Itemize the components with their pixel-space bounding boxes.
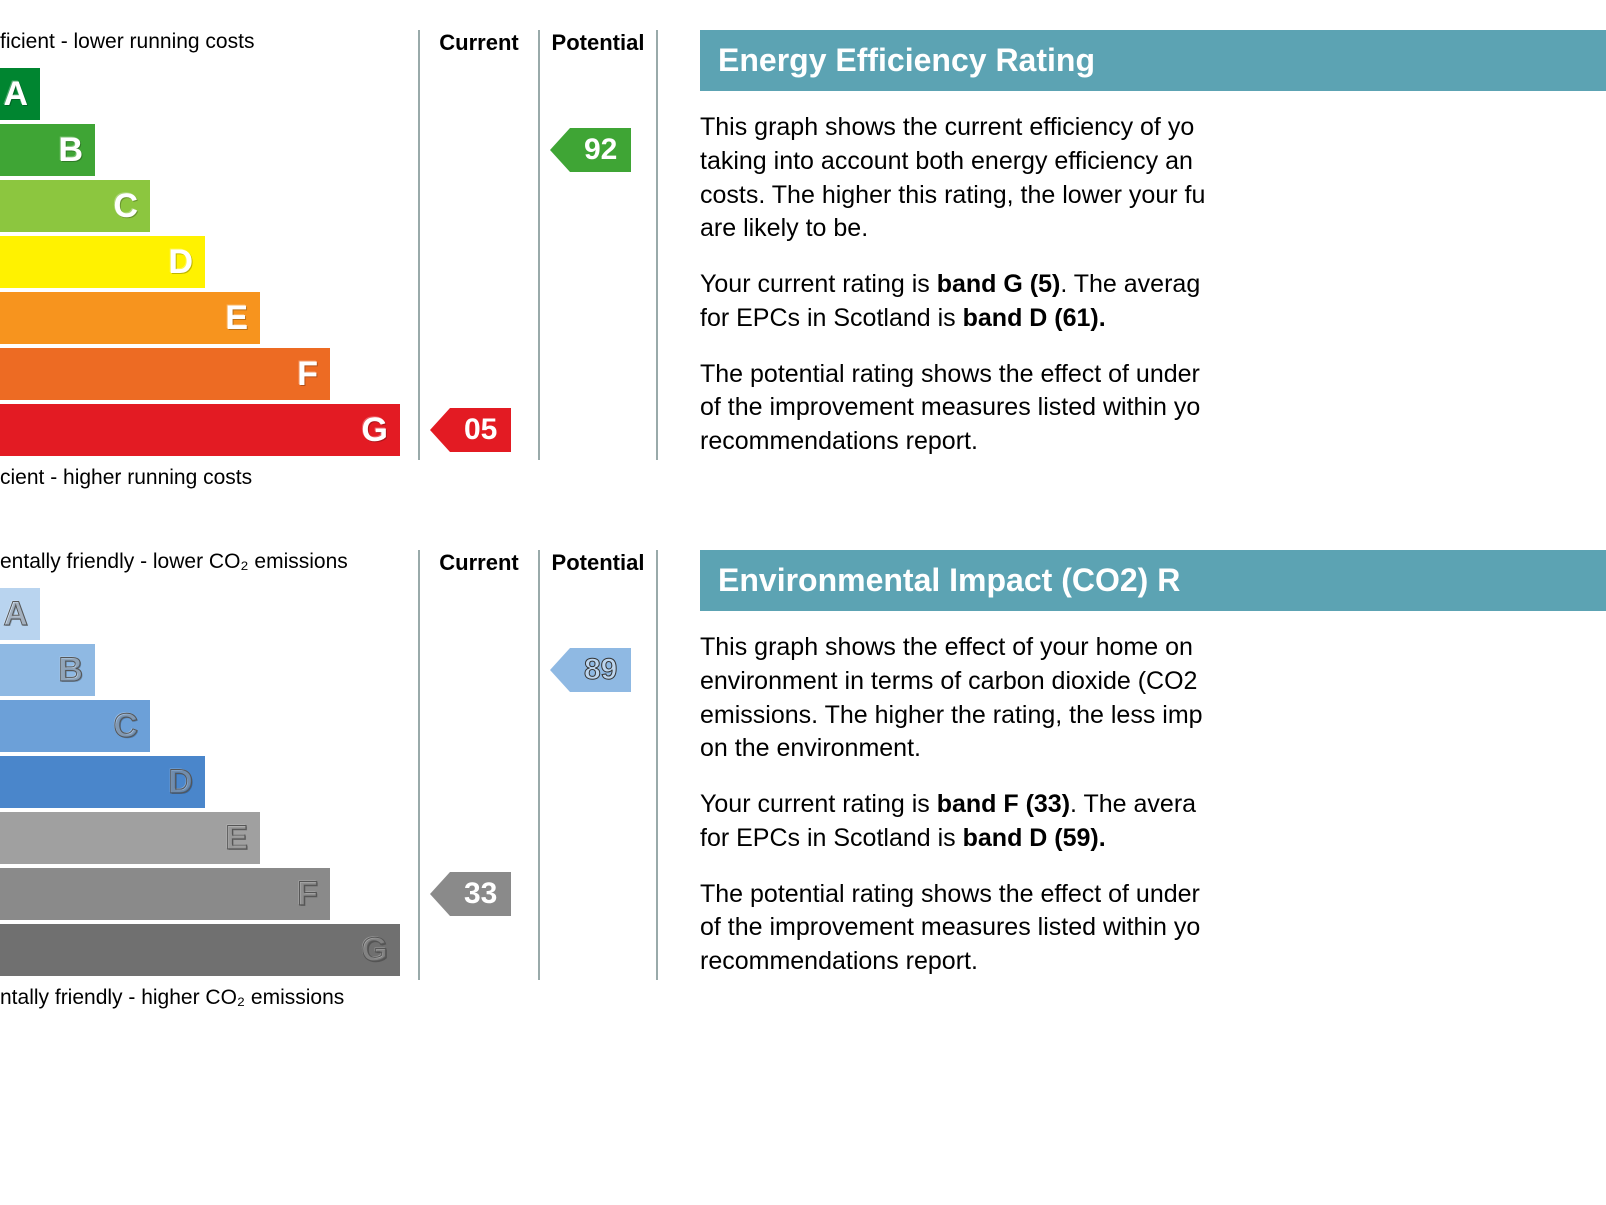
environmental-col-current-header: Current [418, 550, 538, 580]
environmental-chart-column: entally friendly - lower CO₂ emissions C… [0, 550, 660, 1010]
band-bar-g: G [0, 924, 400, 976]
energy-col-potential-header: Potential [538, 30, 658, 60]
band-letter: A [3, 595, 28, 634]
environmental-caption-bottom: ntally friendly - higher CO₂ emissions [0, 986, 344, 1010]
energy-para-1: This graph shows the current efficiency … [700, 111, 1606, 246]
band-letter: D [168, 763, 193, 802]
rating-pointer-energy-potential: 92 [550, 128, 631, 172]
band-bar-e: E [0, 812, 260, 864]
band-row-e: E [0, 812, 418, 864]
band-letter: F [297, 355, 318, 394]
band-bar-e: E [0, 292, 260, 344]
energy-chart: ficient - lower running costs Current Po… [0, 30, 660, 490]
band-letter: F [297, 875, 318, 914]
environmental-bars: ABCDE F G [0, 588, 418, 980]
band-bar-b: B [0, 644, 95, 696]
band-row-e: E [0, 292, 418, 344]
environmental-para-2: Your current rating is band F (33). The … [700, 788, 1606, 856]
environmental-caption-top: entally friendly - lower CO₂ emissions [0, 550, 348, 574]
band-letter: E [225, 819, 248, 858]
band-bar-d: D [0, 756, 205, 808]
environmental-para-1: This graph shows the effect of your home… [700, 631, 1606, 766]
pointer-value: 05 [450, 408, 511, 452]
band-row-a: A [0, 68, 418, 120]
band-row-f: F [0, 868, 418, 920]
pointer-arrow-icon [550, 128, 570, 172]
band-row-a: A [0, 588, 418, 640]
band-bar-f: F [0, 868, 330, 920]
energy-col-current-body [418, 60, 538, 460]
environmental-col-current-body [418, 580, 538, 980]
energy-caption-bottom: cient - higher running costs [0, 466, 252, 490]
energy-chart-column: ficient - lower running costs Current Po… [0, 30, 660, 490]
band-letter: C [113, 187, 138, 226]
band-row-g: G [0, 404, 418, 456]
energy-text-column: Energy Efficiency Rating This graph show… [660, 30, 1606, 490]
energy-col-current-header: Current [418, 30, 538, 60]
energy-columns-body [418, 60, 658, 460]
band-row-d: D [0, 236, 418, 288]
band-row-d: D [0, 756, 418, 808]
band-bar-b: B [0, 124, 95, 176]
pointer-arrow-icon [430, 408, 450, 452]
band-bar-c: C [0, 180, 150, 232]
band-letter: A [3, 75, 28, 114]
rating-pointer-env-potential: 89 [550, 648, 631, 692]
band-bar-c: C [0, 700, 150, 752]
band-letter: B [58, 131, 83, 170]
page: ficient - lower running costs Current Po… [0, 0, 1606, 1070]
band-row-g: G [0, 924, 418, 976]
band-letter: B [58, 651, 83, 690]
band-row-b: B [0, 644, 418, 696]
environmental-chart: entally friendly - lower CO₂ emissions C… [0, 550, 660, 1010]
pointer-arrow-icon [430, 872, 450, 916]
band-row-f: F [0, 348, 418, 400]
energy-caption-top: ficient - lower running costs [0, 30, 254, 54]
band-row-c: C [0, 700, 418, 752]
rating-pointer-energy-current: 05 [430, 408, 511, 452]
pointer-value: 33 [450, 872, 511, 916]
environmental-col-potential-body [538, 580, 658, 980]
band-bar-a: A [0, 588, 40, 640]
energy-section: ficient - lower running costs Current Po… [0, 30, 1606, 490]
energy-bars: ABCDE F G [0, 68, 418, 460]
environmental-para-3: The potential rating shows the effect of… [700, 878, 1606, 979]
energy-heading: Energy Efficiency Rating [700, 30, 1606, 91]
band-row-c: C [0, 180, 418, 232]
environmental-columns-body [418, 580, 658, 980]
energy-para-3: The potential rating shows the effect of… [700, 358, 1606, 459]
band-bar-a: A [0, 68, 40, 120]
environmental-col-potential-header: Potential [538, 550, 658, 580]
band-letter: E [225, 299, 248, 338]
environmental-columns-header: Current Potential [418, 550, 658, 580]
band-row-b: B [0, 124, 418, 176]
energy-columns-header: Current Potential [418, 30, 658, 60]
pointer-value: 92 [570, 128, 631, 172]
environmental-section: entally friendly - lower CO₂ emissions C… [0, 550, 1606, 1010]
pointer-arrow-icon [550, 648, 570, 692]
energy-col-potential-body [538, 60, 658, 460]
band-bar-d: D [0, 236, 205, 288]
rating-pointer-env-current: 33 [430, 872, 511, 916]
energy-para-2: Your current rating is band G (5). The a… [700, 268, 1606, 336]
band-bar-f: F [0, 348, 330, 400]
environmental-text-column: Environmental Impact (CO2) R This graph … [660, 550, 1606, 1010]
band-letter: G [362, 931, 388, 970]
band-letter: C [113, 707, 138, 746]
environmental-heading: Environmental Impact (CO2) R [700, 550, 1606, 611]
band-letter: D [168, 243, 193, 282]
pointer-value: 89 [570, 648, 631, 692]
band-bar-g: G [0, 404, 400, 456]
band-letter: G [362, 411, 388, 450]
